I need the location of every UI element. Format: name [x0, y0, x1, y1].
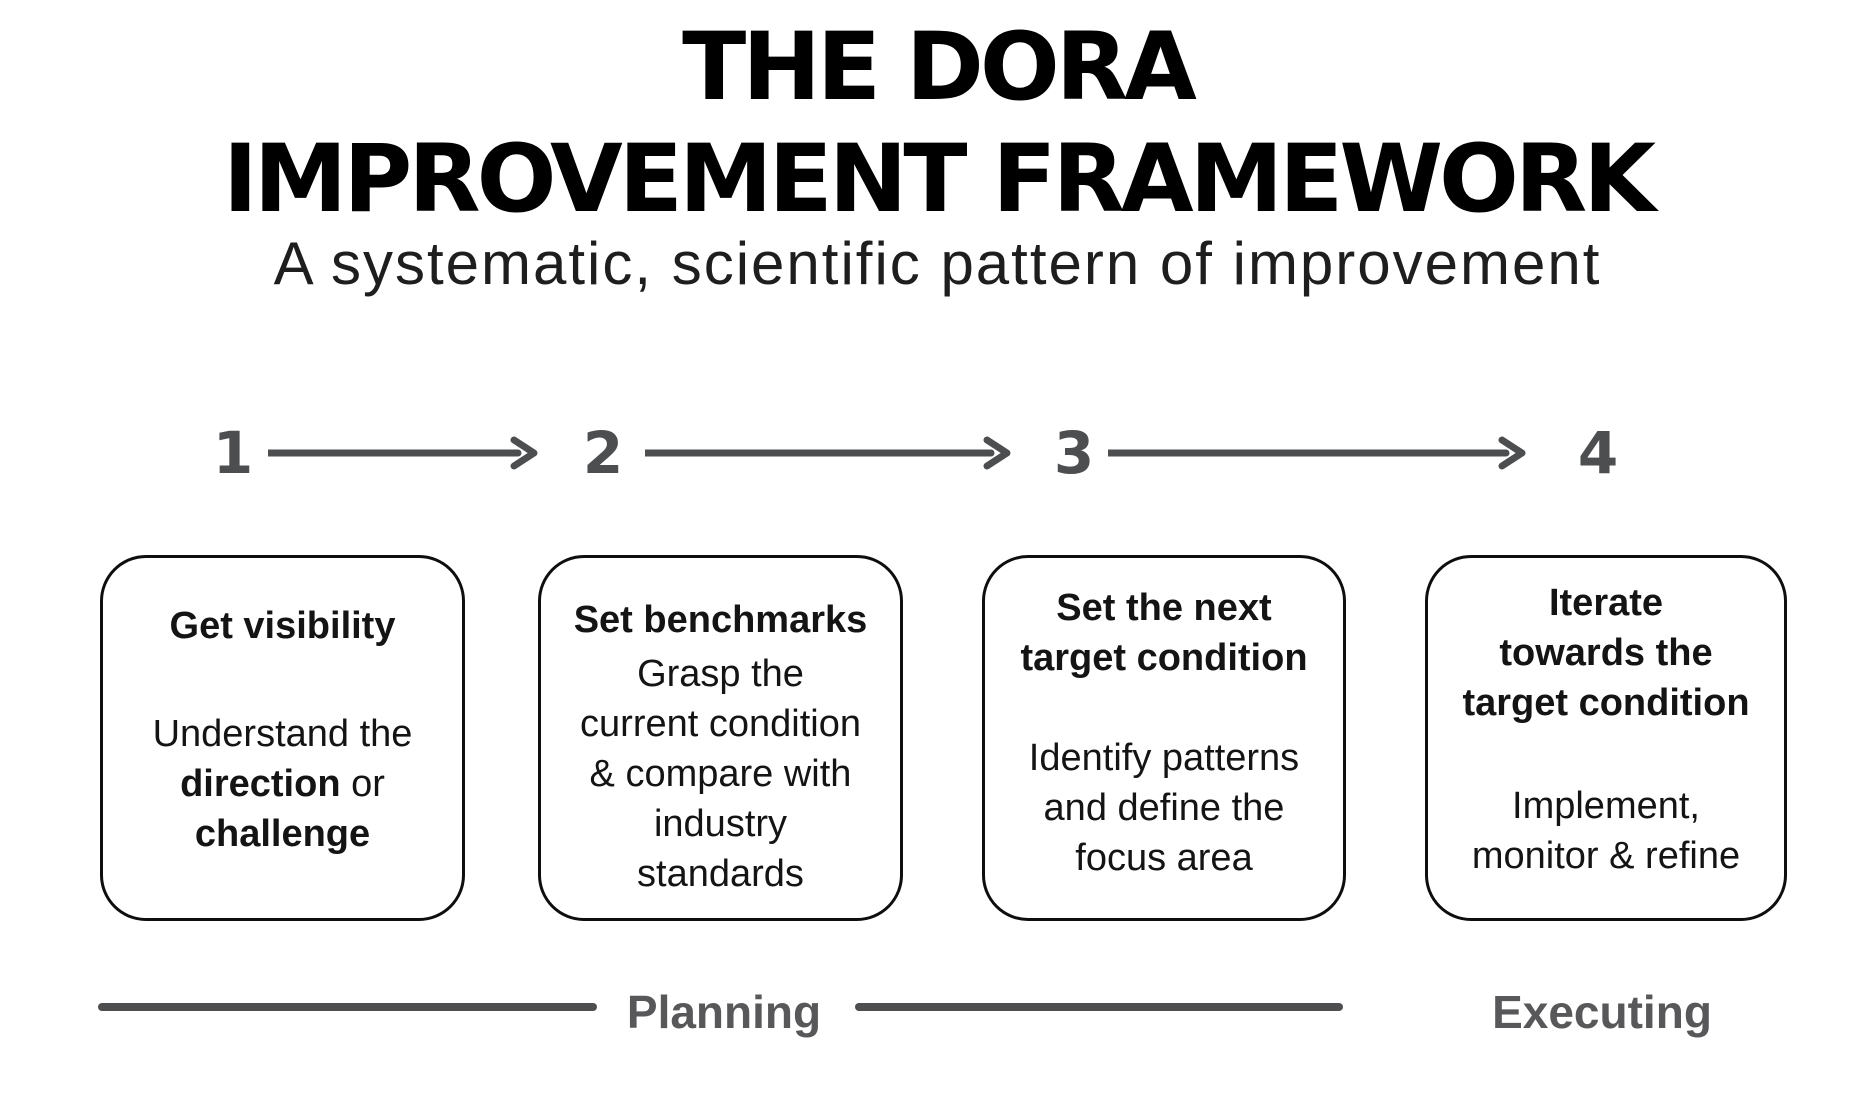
body-line: focus area: [1075, 837, 1253, 879]
step-number-2: 2: [582, 419, 624, 487]
planning-phase-line-right: [855, 1003, 1343, 1011]
step-card-get-visibility: Get visibility Understand the direction …: [100, 555, 465, 921]
body-line: and define the: [1043, 787, 1285, 829]
body-line: challenge: [103, 809, 462, 859]
step-card-set-next-target-condition: Set the next target condition Identify p…: [982, 555, 1346, 921]
step-card-body: Grasp the current condition & compare wi…: [541, 649, 900, 899]
body-line: Understand the: [103, 709, 462, 759]
step-card-heading: Set benchmarks: [541, 558, 900, 645]
body-text-bold: direction: [180, 763, 341, 805]
arrow-icon-step1-to-step2: [268, 436, 538, 470]
arrow-icon-step3-to-step4: [1108, 436, 1526, 470]
step-card-heading: Get visibility: [103, 558, 462, 651]
step-card-heading: Iterate towards the target condition: [1428, 558, 1784, 728]
heading-line: target condition: [1020, 637, 1308, 679]
heading-line: Get visibility: [169, 605, 396, 647]
body-text-bold: challenge: [194, 813, 371, 855]
phase-label-executing: Executing: [1492, 986, 1712, 1038]
step-number-4: 4: [1577, 419, 1619, 487]
arrow-icon-step2-to-step3: [645, 436, 1011, 470]
body-line: & compare with: [589, 753, 852, 795]
heading-line: Set benchmarks: [573, 599, 868, 641]
step-card-body: Understand the direction or challenge: [103, 709, 462, 859]
step-card-body: Implement, monitor & refine: [1428, 781, 1784, 881]
body-line: monitor & refine: [1471, 835, 1741, 877]
body-line: Implement,: [1512, 785, 1700, 827]
step-card-iterate-towards-target: Iterate towards the target condition Imp…: [1425, 555, 1787, 921]
body-line: current condition: [580, 703, 861, 745]
heading-line: Set the next: [1056, 587, 1272, 629]
body-line: industry: [653, 803, 788, 845]
body-text: Understand the: [152, 713, 413, 755]
body-line: Grasp the: [637, 653, 804, 695]
step-card-set-benchmarks: Set benchmarks Grasp the current conditi…: [538, 555, 903, 921]
page-title: THE DORA IMPROVEMENT FRAMEWORK: [0, 12, 1875, 236]
step-card-body: Identify patterns and define the focus a…: [985, 733, 1343, 883]
page-title-line-2: IMPROVEMENT FRAMEWORK: [222, 125, 1656, 234]
page-subtitle: A systematic, scientific pattern of impr…: [273, 230, 1602, 297]
step-number-3: 3: [1053, 419, 1095, 487]
phase-label-planning: Planning: [626, 986, 822, 1038]
step-number-1: 1: [212, 419, 254, 487]
body-text: or: [340, 763, 385, 805]
body-line: direction or: [103, 759, 462, 809]
step-card-heading: Set the next target condition: [985, 558, 1343, 683]
page-title-line-1: THE DORA: [682, 13, 1197, 122]
body-line: Identify patterns: [1028, 737, 1300, 779]
body-line: standards: [637, 853, 804, 895]
planning-phase-line-left: [98, 1003, 597, 1011]
heading-line: towards the: [1499, 632, 1713, 674]
heading-line: target condition: [1462, 682, 1750, 724]
heading-line: Iterate: [1548, 582, 1664, 624]
